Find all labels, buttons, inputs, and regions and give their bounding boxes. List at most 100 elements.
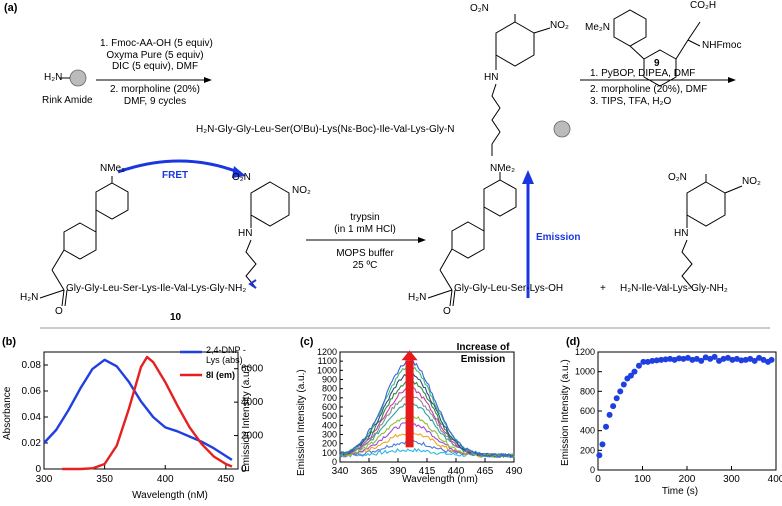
panel-c-xtick-label: 390 — [390, 466, 407, 477]
panel-c-ytick-label: 900 — [322, 375, 337, 385]
panel-d-point — [635, 362, 642, 369]
cmpd10-nme2: NMe₂ — [100, 163, 125, 174]
panel-b-xtick-label: 300 — [36, 474, 53, 485]
panel-d-point — [596, 452, 603, 459]
rink-amide-label: Rink Amide — [42, 95, 93, 106]
prod1-o: O — [443, 306, 451, 317]
step2-conditions: 2. morpholine (20%) DMF, 9 cycles — [109, 84, 201, 107]
product-1-structure — [427, 172, 517, 307]
cmpd9-nhfmoc: NHFmoc — [702, 40, 742, 51]
panel-b-ytick-left-label: 0 — [35, 464, 41, 475]
compound-9-structure — [613, 9, 701, 87]
increase-arrow-shaft — [405, 360, 414, 448]
emission-arrow — [522, 170, 534, 298]
panel-c-ytick-label: 800 — [322, 384, 337, 394]
mops-conditions: MOPS buffer 25 ºC — [336, 248, 394, 271]
panel-b-ytick-right-label: 4000 — [241, 397, 264, 408]
cmpd10-label: 10 — [170, 312, 182, 323]
panel-b-ytick-left-label: 0.04 — [22, 412, 42, 423]
prod2-no2-right: NO₂ — [742, 176, 761, 187]
panel-c-xtick-label: 490 — [506, 466, 523, 477]
step1-conditions: 1. Fmoc-AA-OH (5 equiv) Oxyma Pure (5 equ… — [100, 38, 213, 72]
panel-d-ytick-label: 1200 — [575, 347, 595, 357]
panel-b-xtick-label: 400 — [157, 474, 174, 485]
cmpd10-h2n: H₂N — [20, 292, 39, 303]
panel-d-point — [711, 353, 718, 360]
panel-d-point — [627, 372, 634, 379]
panel-b-frame — [43, 351, 239, 470]
dnp-no2-left: O₂N — [470, 3, 489, 14]
legend-dnp-label: 2,4-DNP -Lys (abs) — [206, 345, 246, 366]
resin-peptide-sequence: H₂N-Gly-Gly-Leu-Ser(OᵗBu)-Lys(Nε-Boc)-Il… — [196, 124, 455, 135]
panel-c-ytick-label: 1000 — [317, 365, 337, 375]
panel-d-point — [658, 356, 665, 363]
panel-b-ytick-left-label: 0.08 — [22, 360, 42, 371]
prod1-chain: Gly-Gly-Leu-Ser-Lys-OH — [454, 283, 564, 294]
dnp-no2-right: NO₂ — [550, 20, 569, 31]
panel-d-ylabel: Emission Intensity (a.u.) — [560, 359, 571, 466]
panel-d-label: (d) — [566, 336, 581, 348]
panel-c-xtick-label: 415 — [419, 466, 436, 477]
series-8l-em-line — [62, 355, 233, 471]
panel-b-xtick-label: 450 — [218, 474, 235, 485]
dnp-mid-hn: HN — [238, 228, 253, 239]
panel-d-point — [613, 395, 620, 402]
panel-d-xlabel: Time (s) — [661, 486, 699, 497]
panel-c-label: (c) — [300, 336, 314, 348]
fret-arrow — [117, 159, 246, 178]
panel-d-xtick-label: 100 — [634, 474, 651, 485]
panel-d-ytick-label: 800 — [580, 386, 595, 396]
panel-d-xtick-label: 300 — [723, 474, 740, 485]
panel-d-point — [603, 423, 610, 430]
panel-c-ytick-label: 100 — [322, 448, 337, 458]
dnp-mid-no2-left: O₂N — [232, 172, 251, 183]
prod2-no2-left: O₂N — [668, 172, 687, 183]
panel-d-point — [768, 356, 775, 363]
panel-d-ytick-label: 600 — [580, 406, 595, 416]
panel-d-point — [640, 358, 647, 365]
increase-annotation: Increase of Emission — [456, 342, 510, 365]
step3b: 2. morpholine (20%), DMF — [590, 84, 708, 95]
panel-d-point — [617, 388, 624, 395]
cmpd9-nme2: Me₂N — [585, 22, 610, 33]
fret-label: FRET — [162, 170, 189, 181]
prod1-h2n: H₂N — [408, 292, 427, 303]
panel-d-point — [751, 357, 758, 364]
legend-8l-label: 8l (em) — [206, 370, 236, 380]
step3c: 3. TIPS, TFA, H₂O — [590, 96, 672, 107]
trypsin-conditions: trypsin (in 1 mM HCl) — [334, 212, 396, 235]
panel-d-point — [738, 357, 745, 364]
panel-c-ytick-label: 500 — [322, 411, 337, 421]
arrow-step3 — [580, 77, 736, 83]
panel-d-point — [620, 381, 627, 388]
increase-arrow-head-icon — [401, 350, 418, 361]
panel-d-ytick-label: 1000 — [575, 367, 595, 377]
resin-bead-end-icon — [553, 120, 571, 138]
panel-c-ytick-label: 300 — [322, 430, 337, 440]
panel-b-ytick-right-label: 2000 — [241, 431, 264, 442]
panel-c-spectrum-line — [339, 364, 515, 458]
prod1-nme2: NMe₂ — [490, 163, 515, 174]
compound-10-structure — [39, 176, 129, 307]
panel-d-xtick-label: 200 — [679, 474, 696, 485]
h2n-label: H₂N — [44, 72, 63, 83]
panel-b-ytick-left-label: 0.06 — [22, 386, 42, 397]
panel-d-point — [649, 357, 656, 364]
panel-d-point — [599, 441, 606, 448]
panel-b-xtick-label: 350 — [96, 474, 113, 485]
panel-a-label: (a) — [4, 2, 18, 14]
step3a: 1. PyBOP, DIPEA, DMF — [590, 68, 696, 79]
panel-d-xtick-label: 400 — [768, 474, 782, 485]
panel-d-frame — [597, 351, 777, 471]
cmpd10-chain: Gly-Gly-Leu-Ser-Lys-Ile-Val-Lys-Gly-NH₂ — [66, 283, 247, 294]
panel-d-point — [653, 357, 660, 364]
panel-d-ytick-label: 200 — [580, 445, 595, 455]
prod2-chain: H₂N-Ile-Val-Lys-Gly-NH₂ — [620, 283, 728, 294]
panel-c-ytick-label: 600 — [322, 402, 337, 412]
dnp-hn: HN — [484, 72, 499, 83]
panel-b-ytick-right-label: 6000 — [241, 364, 264, 375]
panel-d-point — [675, 355, 682, 362]
